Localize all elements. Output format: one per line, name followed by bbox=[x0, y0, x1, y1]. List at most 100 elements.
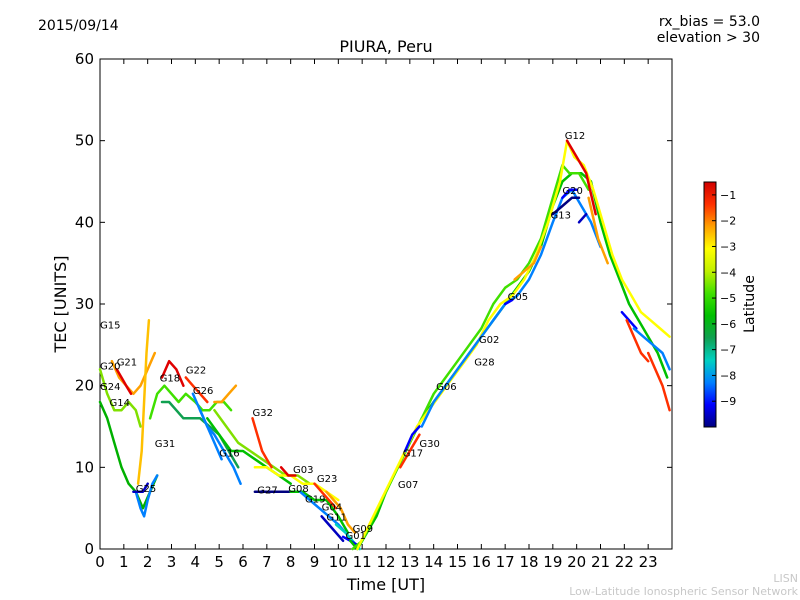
series-line-30 bbox=[399, 433, 421, 469]
series-line-5 bbox=[134, 474, 159, 518]
series-line-41 bbox=[625, 319, 650, 363]
series-line-38 bbox=[565, 139, 597, 216]
prn-label-g30: G30 bbox=[419, 439, 439, 450]
series-line-27 bbox=[349, 172, 669, 551]
x-tick-label: 14 bbox=[424, 553, 443, 571]
colorbar-tick-label: −6 bbox=[720, 318, 736, 331]
colorbar-tick-label: −3 bbox=[720, 240, 736, 253]
series-line-22 bbox=[313, 482, 338, 510]
colorbar-tick-label: −4 bbox=[720, 266, 736, 279]
series-line-24 bbox=[320, 515, 345, 543]
x-axis-label: Time [UT] bbox=[346, 575, 425, 594]
series-line-12 bbox=[213, 384, 238, 404]
series-line-42 bbox=[632, 327, 671, 371]
prn-label-g27: G27 bbox=[257, 486, 277, 497]
prn-label-g32: G32 bbox=[253, 408, 273, 419]
x-tick-label: 6 bbox=[238, 553, 248, 571]
prn-label-g19: G19 bbox=[305, 494, 325, 505]
colorbar-ticks: −9 −8 −7 −6 −5 −4 −3 −2 −1 bbox=[712, 189, 736, 408]
y-tick-label: 50 bbox=[75, 132, 94, 150]
prn-label-g06: G06 bbox=[436, 382, 456, 393]
prn-label-g18: G18 bbox=[160, 374, 180, 385]
prn-label-g16: G16 bbox=[219, 449, 239, 460]
x-tick-label: 11 bbox=[353, 553, 372, 571]
series-layer bbox=[98, 139, 671, 551]
y-tick-label: 10 bbox=[75, 458, 94, 476]
x-tick-label: 1 bbox=[119, 553, 129, 571]
prn-label-g17: G17 bbox=[403, 449, 423, 460]
y-tick-label: 0 bbox=[84, 540, 94, 558]
footer-org-short: LISN bbox=[773, 572, 798, 585]
prn-label-g26: G26 bbox=[193, 386, 213, 397]
prn-label-g23: G23 bbox=[317, 474, 337, 485]
prn-label-g01: G01 bbox=[346, 531, 366, 542]
x-tick-label: 23 bbox=[639, 553, 658, 571]
prn-label-g14: G14 bbox=[110, 398, 130, 409]
x-tick-label: 15 bbox=[448, 553, 467, 571]
prn-label-g22: G22 bbox=[186, 365, 206, 376]
y-tick-label: 40 bbox=[75, 213, 94, 231]
prn-label-g05: G05 bbox=[508, 292, 528, 303]
prn-label-g11: G11 bbox=[326, 512, 346, 523]
date-label: 2015/09/14 bbox=[38, 18, 119, 34]
y-tick-label: 20 bbox=[75, 377, 94, 395]
series-line-19 bbox=[279, 466, 297, 477]
y-axis-label: TEC [UNITS] bbox=[51, 256, 70, 354]
series-line-8 bbox=[160, 359, 185, 387]
x-tick-label: 7 bbox=[262, 553, 272, 571]
x-tick-label: 2 bbox=[143, 553, 153, 571]
prn-label-g08: G08 bbox=[288, 484, 308, 495]
bias-info: rx_bias = 53.0 elevation > 30 bbox=[657, 14, 760, 46]
x-tick-label: 17 bbox=[496, 553, 515, 571]
colorbar bbox=[703, 181, 717, 428]
series-line-33 bbox=[551, 196, 581, 216]
prn-label-g09: G09 bbox=[353, 524, 373, 535]
series-line-1 bbox=[98, 368, 142, 428]
axes: 0 1 2 3 4 5 6 7 8 9 10 11 12 13 14 15 16 17 18 19 20 21 22 2301… bbox=[75, 50, 672, 571]
colorbar-tick-label: −9 bbox=[720, 395, 736, 408]
rx-bias-label: rx_bias = 53.0 bbox=[658, 14, 760, 30]
y-tick-label: 30 bbox=[75, 295, 94, 313]
series-line-43 bbox=[646, 351, 671, 412]
x-tick-label: 5 bbox=[214, 553, 224, 571]
colorbar-tick-label: −7 bbox=[720, 344, 736, 357]
x-tick-label: 20 bbox=[567, 553, 586, 571]
series-line-37 bbox=[577, 212, 588, 224]
series-line-13 bbox=[198, 408, 242, 485]
x-tick-label: 16 bbox=[472, 553, 491, 571]
x-tick-label: 13 bbox=[400, 553, 419, 571]
colorbar-tick-label: −1 bbox=[720, 189, 736, 202]
prn-labels: G15G20G21G24G14G18G22G26G31G25G16G32G27G… bbox=[100, 131, 585, 542]
prn-label-g03: G03 bbox=[293, 465, 313, 476]
prn-label-g15: G15 bbox=[100, 321, 120, 332]
elevation-label: elevation > 30 bbox=[656, 30, 760, 46]
colorbar-tick-label: −8 bbox=[720, 369, 736, 382]
colorbar-tick-label: −2 bbox=[720, 215, 736, 228]
x-tick-label: 4 bbox=[191, 553, 201, 571]
series-line-32 bbox=[420, 188, 602, 428]
prn-label-g28: G28 bbox=[474, 357, 494, 368]
series-line-35 bbox=[503, 298, 514, 306]
series-line-40 bbox=[620, 310, 638, 330]
x-tick-label: 0 bbox=[95, 553, 105, 571]
prn-label-g04: G04 bbox=[322, 503, 342, 514]
series-line-23 bbox=[325, 490, 357, 534]
prn-label-g31: G31 bbox=[155, 439, 175, 450]
prn-label-g07: G07 bbox=[398, 480, 418, 491]
plot-frame bbox=[99, 58, 673, 550]
x-tick-label: 8 bbox=[286, 553, 296, 571]
series-line-31 bbox=[403, 425, 421, 453]
series-line-34 bbox=[513, 245, 543, 281]
series-line-39 bbox=[587, 196, 609, 265]
prn-label-g12: G12 bbox=[565, 131, 585, 142]
chart-title: PIURA, Peru bbox=[339, 37, 432, 56]
footer: LISN Low-Latitude Ionospheric Sensor Net… bbox=[569, 572, 798, 598]
x-tick-label: 22 bbox=[615, 553, 634, 571]
x-tick-label: 9 bbox=[310, 553, 320, 571]
series-line-4 bbox=[136, 319, 151, 485]
x-tick-label: 12 bbox=[376, 553, 395, 571]
prn-label-g25: G25 bbox=[136, 484, 156, 495]
prn-label-g20: G20 bbox=[562, 186, 582, 197]
prn-label-g20: G20 bbox=[100, 361, 120, 372]
